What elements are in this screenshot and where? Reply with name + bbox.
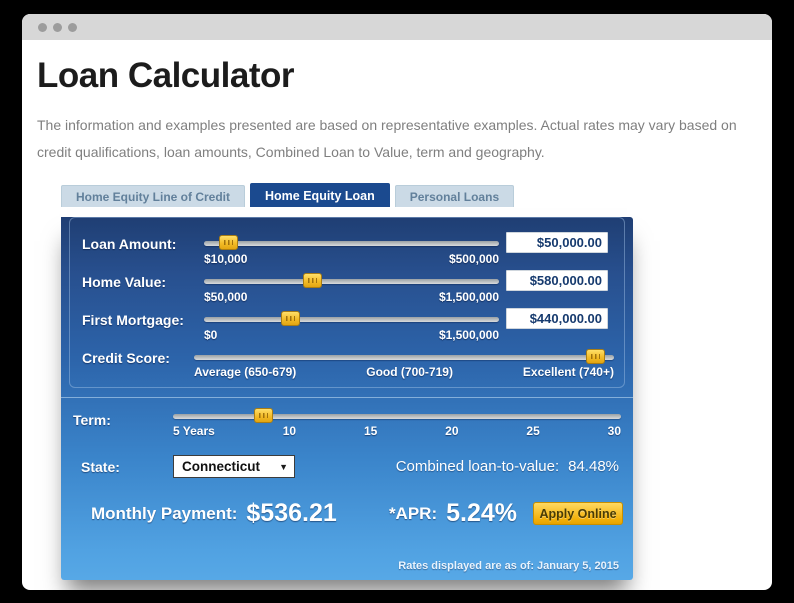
apr-label: *APR: [388,503,438,523]
credit-score-label: Credit Score: [82,350,170,366]
loan-amount-min-label: $10,000 [204,252,248,266]
loan-amount-row: Loan Amount: $10,000 $500,000 [82,232,614,266]
loan-amount-slider: $10,000 $500,000 [204,232,499,266]
tab-personal-loans[interactable]: Personal Loans [394,185,515,207]
calculator-panel: Loan Amount: $10,000 $500,000 [61,217,633,580]
first-mortgage-min-label: $0 [204,328,218,342]
term-tick-30: 30 [607,424,621,438]
home-value-row: Home Value: $50,000 $1,500,000 [82,270,614,304]
term-row: Term: 5 Years 10 15 20 25 30 [61,397,633,438]
rates-note: Rates displayed are as of: January 5, 20… [398,560,619,572]
state-row: State: Connecticut ▼ Combined loan-to-va… [61,455,633,478]
window-titlebar [22,14,772,40]
home-value-label: Home Value: [82,274,167,290]
home-value-slider: $50,000 $1,500,000 [204,270,499,304]
first-mortgage-row: First Mortgage: $0 $1,500,000 [82,308,614,342]
first-mortgage-slider: $0 $1,500,000 [204,308,499,342]
term-tick-20: 20 [445,424,459,438]
apr-value: 5.24% [446,499,517,527]
slider-group: Loan Amount: $10,000 $500,000 [69,217,625,388]
home-value-min-label: $50,000 [204,290,248,304]
credit-score-slider-track[interactable] [194,349,614,364]
tab-home-equity-loan[interactable]: Home Equity Loan [250,183,390,207]
credit-score-slider: Average (650-679) Good (700-719) Excelle… [194,346,614,379]
tab-bar: Home Equity Line of Credit Home Equity L… [61,183,633,207]
dropdown-arrow-icon: ▼ [279,461,288,472]
term-tick-15: 15 [363,424,378,438]
cltv-value: 84.48% [568,458,619,475]
first-mortgage-input[interactable] [506,308,608,329]
credit-score-tick-good: Good (700-719) [366,365,453,379]
tab-home-equity-line-of-credit[interactable]: Home Equity Line of Credit [61,185,246,207]
home-value-slider-handle[interactable] [302,273,322,288]
credit-score-tick-average: Average (650-679) [194,365,297,379]
browser-window: Loan Calculator The information and exam… [22,14,772,590]
cltv-display: Combined loan-to-value: 84.48% [396,458,619,475]
term-slider: 5 Years 10 15 20 25 30 [173,408,621,438]
home-value-max-label: $1,500,000 [438,290,499,304]
loan-amount-input[interactable] [506,232,608,253]
term-tick-10: 10 [282,424,297,438]
cltv-label: Combined loan-to-value: [395,458,560,475]
home-value-input[interactable] [506,270,608,291]
first-mortgage-slider-handle[interactable] [280,311,300,326]
credit-score-slider-handle[interactable] [586,349,606,364]
result-row: Monthly Payment: $536.21 *APR: 5.24% App… [61,499,633,528]
state-dropdown[interactable]: Connecticut ▼ [173,455,295,478]
first-mortgage-slider-track[interactable] [204,311,499,326]
disclaimer-text: The information and examples presented a… [37,117,737,160]
term-label: Term: [73,412,111,428]
home-value-slider-track[interactable] [204,273,499,288]
term-slider-handle[interactable] [253,408,273,423]
window-maximize-icon[interactable] [68,22,77,32]
page-content: Loan Calculator The information and exam… [22,40,772,580]
credit-score-row: Credit Score: Average (650-679) Good (70… [82,346,614,379]
page-title: Loan Calculator [37,56,294,95]
credit-score-tick-excellent: Excellent (740+) [522,365,614,379]
window-minimize-icon[interactable] [53,22,62,32]
apr-display: *APR: 5.24% Apply Online [389,499,623,528]
monthly-payment-label: Monthly Payment: [91,503,238,523]
loan-amount-slider-track[interactable] [204,235,499,250]
window-close-icon[interactable] [38,22,47,32]
apply-online-button[interactable]: Apply Online [533,502,623,525]
loan-amount-max-label: $500,000 [448,252,499,266]
state-dropdown-value: Connecticut [182,459,261,474]
state-label: State: [81,458,120,475]
term-tick-5: 5 Years [173,424,215,438]
first-mortgage-max-label: $1,500,000 [438,328,499,342]
loan-amount-label: Loan Amount: [82,236,177,252]
first-mortgage-label: First Mortgage: [82,312,184,328]
loan-amount-slider-handle[interactable] [218,235,238,250]
term-slider-track[interactable] [173,408,621,423]
monthly-payment-value: $536.21 [246,499,337,527]
term-tick-25: 25 [526,424,540,438]
loan-calculator: Home Equity Line of Credit Home Equity L… [61,183,633,580]
